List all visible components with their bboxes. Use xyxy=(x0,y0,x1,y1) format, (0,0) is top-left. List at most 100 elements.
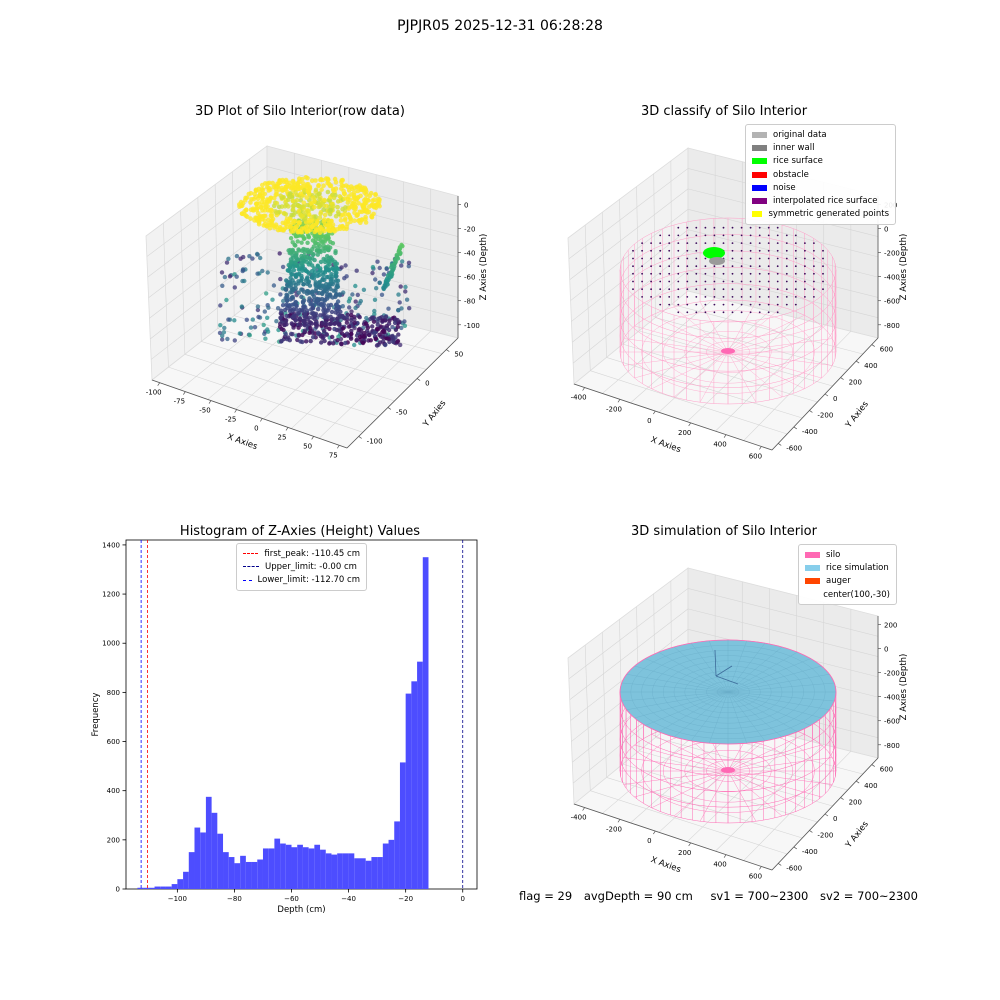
p2-surface-point xyxy=(632,288,634,291)
p1-point xyxy=(349,204,354,209)
p2-silo-floor-spoke xyxy=(673,351,729,398)
p2-surface-point xyxy=(659,234,662,237)
p2-surface-point xyxy=(650,265,652,268)
p4-rice-mesh-spoke xyxy=(727,691,747,744)
p1-point xyxy=(327,326,332,331)
p2-surface-point xyxy=(686,280,689,283)
p4-rice-mesh-spoke xyxy=(727,658,811,693)
p1-point xyxy=(320,301,325,306)
p1-point xyxy=(322,212,328,218)
p4-y-tick-label: -600 xyxy=(786,864,802,872)
p1-point xyxy=(400,259,405,264)
p1-z-tick-label: -80 xyxy=(464,298,475,306)
panel1-3d-raw-plot: -100 -75 -50 -25 0 25 50 75 -100 -50 0 50 0 -20 -40 -60… xyxy=(145,145,489,459)
p2-surface-point xyxy=(704,234,707,237)
p1-point xyxy=(258,204,264,210)
p4-silo-floor-spoke xyxy=(623,770,729,785)
p2-surface-point xyxy=(686,265,689,268)
legend-label: Lower_limit: -112.70 cm xyxy=(257,575,360,586)
p2-surface-point xyxy=(767,242,770,245)
p1-point xyxy=(309,307,314,312)
p1-point xyxy=(234,274,239,279)
p2-surface-point xyxy=(767,296,770,298)
p1-point xyxy=(305,202,310,208)
p1-point xyxy=(333,250,338,256)
p1-point xyxy=(325,177,331,183)
p2-y-tick xyxy=(809,410,813,413)
p1-point xyxy=(370,264,376,270)
p1-point xyxy=(386,336,391,342)
p1-point xyxy=(309,301,314,306)
p2-surface-point xyxy=(668,265,671,268)
p1-point xyxy=(281,211,287,216)
p1-point xyxy=(316,183,321,189)
p3-bar xyxy=(308,848,315,889)
p4-rice-mesh-spoke xyxy=(634,665,729,693)
p2-surface-point xyxy=(695,280,698,283)
p1-point xyxy=(258,255,263,261)
p2-surface-point xyxy=(668,296,671,298)
p1-point xyxy=(326,226,331,232)
p1-point xyxy=(309,214,314,220)
panel3-histogram: −100 −80 −60 −40 −20 0 0 200 400 600 800 1000 1200 14… xyxy=(91,539,478,915)
p2-x-tick xyxy=(582,387,585,391)
p2-surface-point xyxy=(749,257,752,260)
legend-line xyxy=(243,553,259,555)
p2-grid xyxy=(569,188,689,280)
p1-point xyxy=(342,218,348,223)
p4-rice-mesh-spoke xyxy=(727,691,766,741)
p1-point xyxy=(284,202,289,208)
p2-surface-point xyxy=(794,288,797,291)
p4-silo-floor-spoke xyxy=(634,770,729,798)
p1-point xyxy=(238,199,244,205)
p2-surface-point xyxy=(740,296,743,298)
p1-point xyxy=(334,261,339,266)
p1-x-tick xyxy=(234,409,237,413)
p3-bar xyxy=(228,857,235,889)
legend-swatch xyxy=(805,551,820,558)
p1-point xyxy=(341,290,346,295)
p2-surface-point xyxy=(776,226,779,229)
p1-point xyxy=(376,202,381,208)
p3-y-tick-label: 1400 xyxy=(102,541,120,549)
p2-grid xyxy=(584,225,591,371)
legend-label: noise xyxy=(773,182,796,193)
p1-point xyxy=(311,335,316,340)
p1-point xyxy=(366,332,372,337)
p2-surface-point xyxy=(804,257,806,260)
p3-bar xyxy=(217,833,224,889)
p2-surface-point xyxy=(794,257,797,260)
p1-point xyxy=(313,214,318,219)
p1-point xyxy=(383,314,389,320)
p4-silo-floor-spoke xyxy=(727,770,805,808)
p1-point xyxy=(232,285,237,290)
p2-surface-point xyxy=(749,265,752,268)
p2-silo-floor-spoke xyxy=(651,315,729,353)
p1-point xyxy=(320,321,325,326)
p1-point xyxy=(339,265,344,270)
p1-x-tick-label: -75 xyxy=(174,398,185,406)
p4-silo-floor-ring xyxy=(684,749,772,792)
p1-point xyxy=(395,317,400,323)
p1-point xyxy=(301,298,307,303)
p2-surface-point xyxy=(686,249,689,252)
p1-point xyxy=(303,175,309,180)
p1-point xyxy=(240,268,245,274)
p1-point xyxy=(371,197,377,202)
p1-x-tick xyxy=(260,418,263,422)
p1-point xyxy=(363,220,369,225)
p1-point xyxy=(331,188,336,193)
p1-point xyxy=(398,284,403,289)
panel2-legend: original data inner wall rice surface ob… xyxy=(745,124,896,226)
p1-point xyxy=(370,270,375,276)
p1-point xyxy=(307,296,312,301)
p1-point xyxy=(346,194,351,199)
p1-point xyxy=(379,292,385,297)
p2-surface-point xyxy=(822,257,824,260)
p1-point xyxy=(346,212,351,217)
p1-point xyxy=(299,253,304,259)
p1-point xyxy=(218,323,223,328)
p1-point xyxy=(339,186,344,191)
legend-item-interpolated-rice-surface: interpolated rice surface xyxy=(752,194,889,207)
p2-surface-point xyxy=(650,249,652,252)
